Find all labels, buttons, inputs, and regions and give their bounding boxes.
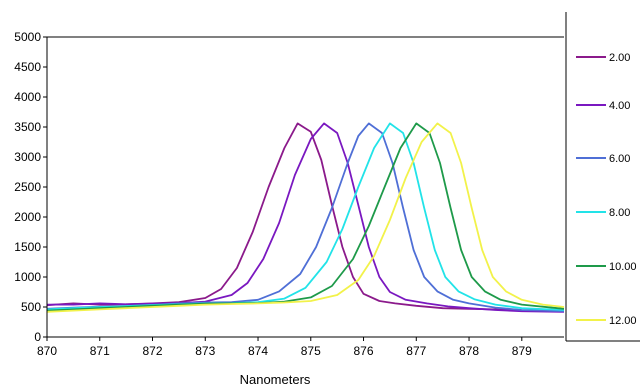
legend-label: 12.00 <box>609 315 637 327</box>
x-tick-label: 871 <box>90 344 110 358</box>
series-line-4-00 <box>47 122 565 313</box>
x-tick-label: 879 <box>512 344 532 358</box>
x-tick-label: 872 <box>142 344 162 358</box>
x-tick-label: 874 <box>248 344 268 358</box>
y-axis: 0 500 1000 1500 2000 2500 3000 3500 4000 4500 5000 <box>14 30 48 344</box>
legend-label: 8.00 <box>609 207 630 219</box>
x-axis: 870 871 872 873 874 875 876 877 878 879 <box>37 336 564 358</box>
y-tick-label: 2500 <box>14 180 41 194</box>
y-tick-label: 0 <box>34 330 41 344</box>
x-tick-label: 870 <box>37 344 57 358</box>
series-line-12-00 <box>46 122 565 313</box>
y-tick-label: 3000 <box>14 150 41 164</box>
y-tick-label: 4500 <box>14 60 41 74</box>
y-tick-label: 500 <box>21 300 41 314</box>
legend-label: 6.00 <box>609 153 630 165</box>
y-tick-label: 1000 <box>14 270 41 284</box>
y-tick-label: 1500 <box>14 240 41 254</box>
x-tick-label: 876 <box>354 344 374 358</box>
x-tick-label: 878 <box>459 344 479 358</box>
legend-label: 4.00 <box>609 100 630 112</box>
x-tick-label: 875 <box>301 344 321 358</box>
legend-label: 2.00 <box>609 52 630 64</box>
legend-label: 10.00 <box>609 261 637 273</box>
y-tick-label: 5000 <box>14 30 41 44</box>
plot-area <box>46 36 565 313</box>
y-tick-label: 3500 <box>14 120 41 134</box>
legend: 2.00 4.00 6.00 8.00 10.00 12.00 <box>565 12 640 342</box>
x-tick-label: 877 <box>406 344 426 358</box>
x-axis-title: Nanometers <box>240 372 311 387</box>
x-tick-label: 873 <box>195 344 215 358</box>
y-tick-label: 4000 <box>14 90 41 104</box>
y-tick-label: 2000 <box>14 210 41 224</box>
series-line-10-00 <box>46 122 565 312</box>
